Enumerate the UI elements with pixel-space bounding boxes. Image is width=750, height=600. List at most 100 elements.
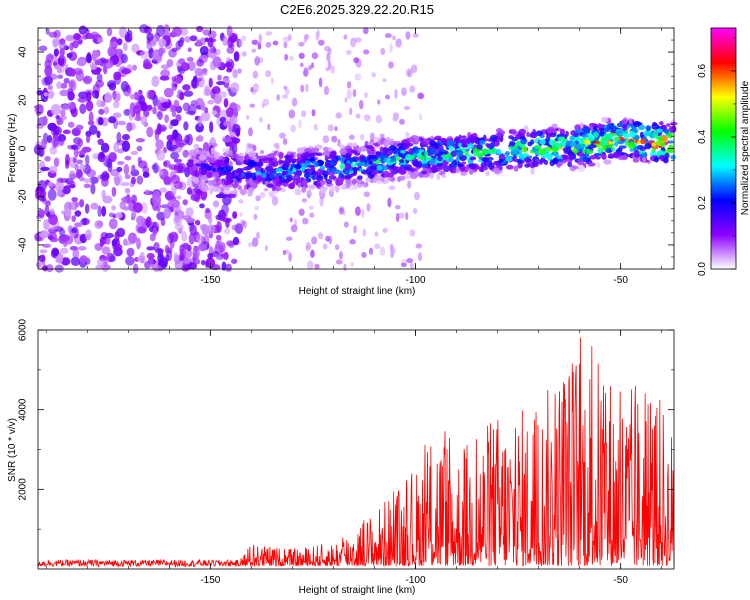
- heatmap-cell: [157, 110, 163, 120]
- heatmap-cell: [322, 146, 329, 152]
- heatmap-cell: [142, 62, 153, 70]
- heatmap-cell: [85, 53, 93, 64]
- heatmap-cell: [184, 36, 191, 43]
- heatmap-cell: [304, 33, 310, 40]
- heatmap-cell: [346, 153, 352, 159]
- heatmap-cell: [234, 128, 241, 137]
- heatmap-cell: [318, 232, 324, 240]
- heatmap-cell: [215, 234, 222, 241]
- heatmap-cell: [157, 38, 167, 48]
- heatmap-cell: [663, 156, 669, 164]
- heatmap-cell: [182, 84, 191, 91]
- heatmap-cell: [651, 123, 660, 130]
- heatmap-cell: [59, 47, 65, 57]
- heatmap-cell: [265, 41, 272, 48]
- heatmap-cell: [281, 94, 289, 99]
- heatmap-cell: [636, 145, 644, 149]
- heatmap-cell: [146, 126, 154, 138]
- heatmap-cell: [95, 264, 106, 270]
- heatmap-cell: [431, 165, 437, 173]
- heatmap-cell: [394, 88, 398, 99]
- heatmap-cell: [285, 163, 290, 168]
- heatmap-cell: [569, 135, 575, 141]
- heatmap-cell: [120, 80, 130, 93]
- heatmap-cell: [186, 161, 194, 168]
- heatmap-cell: [422, 138, 431, 146]
- heatmap-cell: [226, 46, 235, 54]
- heatmap-cell: [284, 158, 291, 164]
- heatmap-cell: [172, 26, 183, 37]
- heatmap-cell: [173, 158, 183, 163]
- heatmap-cell: [448, 145, 455, 152]
- heatmap-cell: [212, 56, 222, 68]
- heatmap-cell: [215, 176, 220, 181]
- heatmap-cell: [620, 154, 629, 161]
- heatmap-cell: [615, 128, 624, 136]
- heatmap-cell: [173, 252, 179, 261]
- heatmap-cell: [195, 39, 202, 47]
- heatmap-cell: [278, 152, 284, 160]
- heatmap-cell: [288, 109, 296, 119]
- heatmap-cell: [101, 205, 107, 217]
- heatmap-cell: [207, 99, 215, 105]
- heatmap-cell: [530, 133, 537, 139]
- heatmap-cell: [125, 256, 135, 266]
- heatmap-cell: [306, 260, 314, 270]
- heatmap-cell: [653, 156, 659, 163]
- heatmap-cell: [374, 231, 379, 237]
- heatmap-cell: [259, 150, 265, 155]
- heatmap-cell: [95, 79, 104, 88]
- heatmap-cell: [363, 49, 370, 55]
- heatmap-cell: [460, 144, 469, 148]
- heatmap-cell: [600, 139, 608, 147]
- heatmap-cell: [53, 139, 59, 148]
- heatmap-cell: [290, 224, 298, 233]
- heatmap-cell: [417, 252, 423, 262]
- heatmap-cell: [441, 174, 447, 179]
- heatmap-cell: [173, 162, 184, 174]
- heatmap-cell: [62, 129, 71, 135]
- heatmap-cell: [176, 195, 182, 200]
- heatmap-cell: [403, 105, 410, 111]
- heatmap-cell: [298, 41, 305, 47]
- heatmap-cell: [217, 74, 222, 81]
- heatmap-cell: [399, 118, 405, 125]
- heatmap-cell: [46, 264, 54, 273]
- heatmap-cell: [505, 156, 513, 162]
- heatmap-cell: [112, 101, 120, 109]
- heatmap-cell: [599, 154, 606, 158]
- heatmap-cell: [103, 106, 110, 115]
- heatmap-cell: [546, 126, 555, 134]
- heatmap-cell: [180, 62, 190, 72]
- heatmap-cell: [666, 123, 671, 127]
- heatmap-cell: [287, 33, 292, 42]
- snr-panel: -150 -100 -50 2000 4000 6000 Height of straig…: [7, 318, 675, 596]
- heatmap-cell: [118, 26, 127, 38]
- heatmap-cell: [343, 263, 347, 272]
- heatmap-cell: [60, 257, 71, 266]
- heatmap-cell: [211, 110, 218, 116]
- heatmap-cell: [182, 199, 188, 206]
- heatmap-cell: [249, 179, 254, 187]
- heatmap-cell: [47, 84, 53, 91]
- heatmap-cell: [651, 142, 656, 147]
- heatmap-cell: [366, 203, 371, 212]
- heatmap-cell: [170, 119, 179, 127]
- heatmap-cell: [296, 160, 301, 165]
- heatmap-cell: [76, 169, 83, 179]
- heatmap-cell: [379, 246, 386, 256]
- heatmap-cell: [327, 124, 334, 132]
- heatmap-cell: [402, 143, 410, 150]
- heatmap-cell: [398, 212, 405, 219]
- heatmap-cell: [484, 165, 488, 171]
- heatmap-cell: [70, 246, 78, 251]
- heatmap-cell: [278, 175, 283, 180]
- heatmap-cell: [248, 127, 253, 137]
- heatmap-cell: [415, 243, 422, 249]
- heatmap-cell: [145, 189, 150, 196]
- heatmap-cell: [562, 154, 569, 160]
- heatmap-cell: [362, 182, 369, 188]
- heatmap-cell: [232, 68, 238, 79]
- heatmap-cell: [166, 59, 174, 68]
- heatmap-cell: [52, 38, 61, 46]
